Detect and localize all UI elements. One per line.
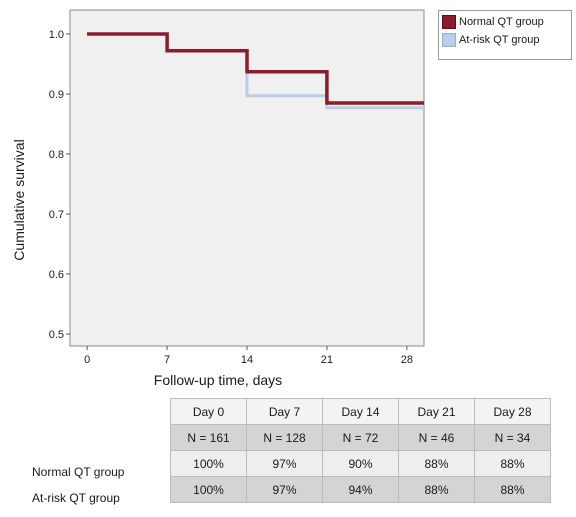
x-tick-label: 14 [241,354,253,366]
series-group [87,32,424,110]
x-axis: 0 7 14 21 28 [84,346,413,366]
legend-swatch-at-risk-qt [442,33,456,47]
table-cell: Day 0 [170,398,247,425]
x-tick-label: 28 [401,354,413,366]
table-cell: Day 28 [474,398,551,425]
y-tick-label: 0.7 [49,209,64,221]
table-row-label-normal-qt: Normal QT group [32,465,125,479]
legend-item-normal-qt: Normal QT group [442,14,544,30]
table-cell: Day 7 [246,398,323,425]
y-tick-label: 1.0 [49,29,64,41]
table-cell: 88% [474,450,551,477]
table-row-label-at-risk-qt: At-risk QT group [32,491,120,505]
table-cell: 94% [322,476,399,503]
table-cell: 97% [246,476,323,503]
table-cell: N = 128 [246,424,323,451]
table-cell: 88% [474,476,551,503]
x-tick-label: 7 [164,354,170,366]
y-tick-label: 0.6 [49,269,64,281]
table-cell: 88% [398,450,475,477]
legend-label-at-risk-qt: At-risk QT group [459,34,540,46]
table-cell: Day 21 [398,398,475,425]
table-cell: 100% [170,450,247,477]
survival-chart: 0.5 0.6 0.7 0.8 0.9 1.0 0 7 14 21 28 Cumulative s… [11,9,425,388]
chart-legend: Normal QT group At-risk QT group [438,10,572,60]
legend-swatch-normal-qt [442,15,456,29]
x-tick-label: 21 [321,354,333,366]
table-row-at-risk-qt: 100% 97% 94% 88% 88% [170,476,551,503]
table-cell: N = 161 [170,424,247,451]
legend-item-at-risk-qt: At-risk QT group [442,32,540,48]
table-row-days: Day 0 Day 7 Day 14 Day 21 Day 28 [170,398,551,425]
table-cell: 100% [170,476,247,503]
y-axis-label: Cumulative survival [11,139,27,260]
table-cell: 97% [246,450,323,477]
table-row-counts: N = 161 N = 128 N = 72 N = 46 N = 34 [170,424,551,451]
table-cell: Day 14 [322,398,399,425]
y-tick-label: 0.8 [49,149,64,161]
table-row-normal-qt: 100% 97% 90% 88% 88% [170,450,551,477]
table-cell: N = 72 [322,424,399,451]
table-cell: N = 34 [474,424,551,451]
y-axis: 0.5 0.6 0.7 0.8 0.9 1.0 [49,29,70,341]
table-cell: N = 46 [398,424,475,451]
table-cell: 88% [398,476,475,503]
y-tick-label: 0.9 [49,89,64,101]
x-tick-label: 0 [84,354,90,366]
survival-table: Day 0 Day 7 Day 14 Day 21 Day 28 N = 161… [170,398,551,503]
y-tick-label: 0.5 [49,329,64,341]
legend-label-normal-qt: Normal QT group [459,16,544,28]
series-line-normal-qt-group [87,32,424,105]
table-cell: 90% [322,450,399,477]
x-axis-label: Follow-up time, days [154,372,282,388]
